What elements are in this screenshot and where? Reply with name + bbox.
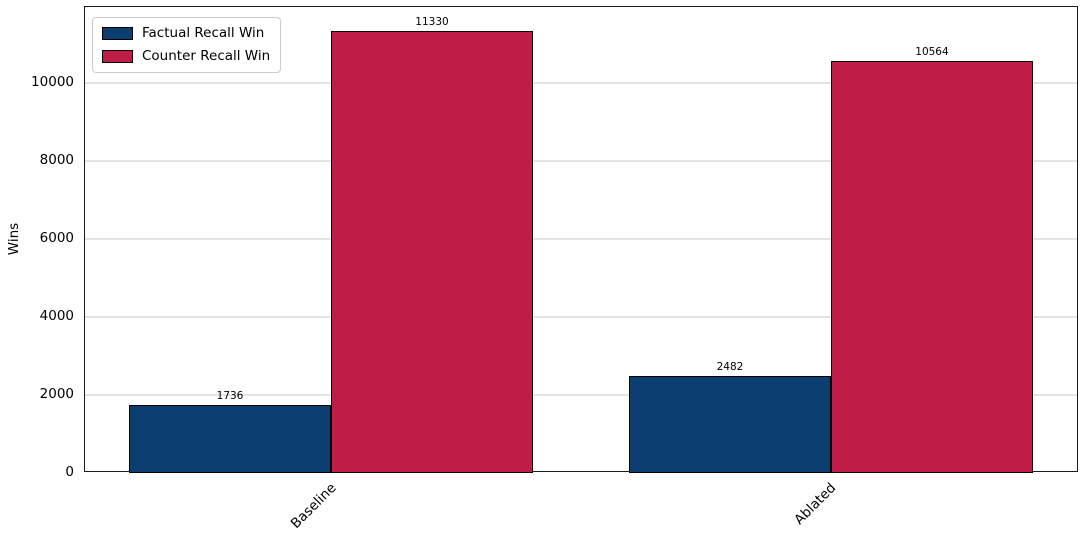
y-tick-label: 8000 bbox=[39, 151, 74, 168]
bar-baseline-factual bbox=[129, 405, 331, 473]
legend-item: Counter Recall Win bbox=[102, 48, 270, 65]
legend-swatch-counter bbox=[102, 49, 133, 63]
legend-label-counter: Counter Recall Win bbox=[142, 47, 271, 64]
x-tick-label-ablated: Ablated bbox=[791, 480, 840, 529]
bar-ablated-counter bbox=[830, 61, 1033, 473]
bar-value-label: 11330 bbox=[415, 16, 449, 29]
plot-area: 1736 11330 2482 10564 Factual Recall Win Co… bbox=[84, 6, 1078, 473]
bar-ablated-factual bbox=[629, 376, 831, 473]
legend-item: Factual Recall Win bbox=[102, 25, 270, 42]
y-tick-label: 6000 bbox=[39, 229, 74, 246]
x-tick-label-baseline: Baseline bbox=[287, 480, 340, 532]
y-tick-label: 4000 bbox=[39, 307, 74, 324]
y-tick-label: 10000 bbox=[31, 73, 74, 90]
y-tick-label: 0 bbox=[65, 463, 74, 480]
gridline bbox=[85, 394, 1077, 396]
gridline bbox=[85, 82, 1077, 84]
legend-swatch-factual bbox=[102, 26, 133, 40]
gridline bbox=[85, 238, 1077, 240]
gridline bbox=[85, 316, 1077, 318]
legend: Factual Recall Win Counter Recall Win bbox=[92, 17, 282, 73]
bar-value-label: 1736 bbox=[216, 390, 244, 403]
y-tick-label: 2000 bbox=[39, 385, 74, 402]
bar-value-label: 2482 bbox=[716, 361, 744, 374]
gridline bbox=[85, 160, 1077, 162]
legend-label-factual: Factual Recall Win bbox=[142, 25, 265, 41]
bar-baseline-counter bbox=[331, 31, 533, 473]
bar-value-label: 10564 bbox=[915, 46, 949, 59]
